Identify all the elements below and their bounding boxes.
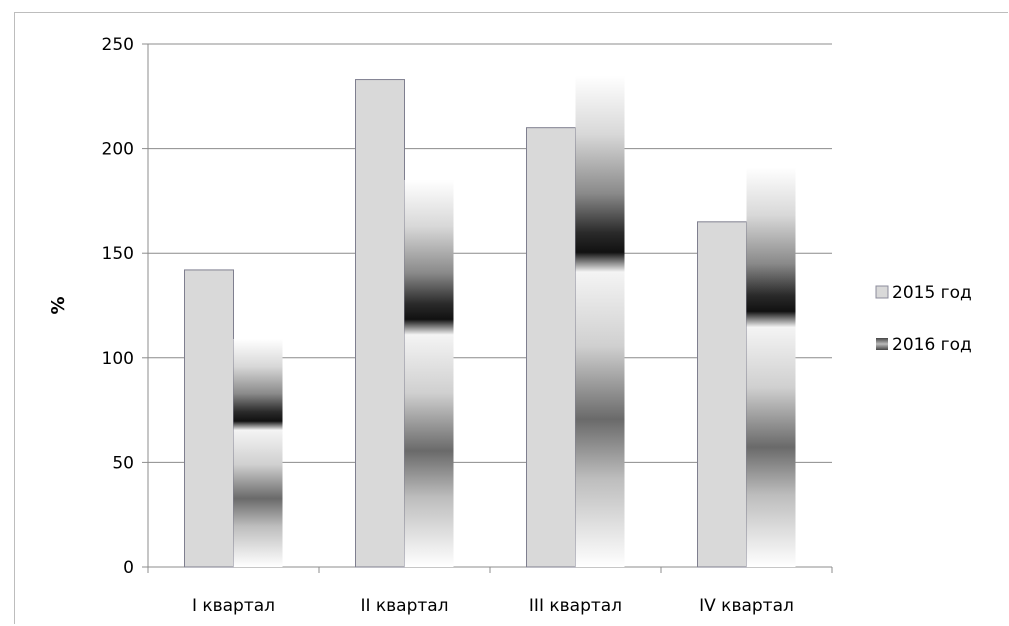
y-tick-label: 250 [102,35,134,55]
chart-frame [14,12,1008,624]
y-tick-label: 50 [112,453,134,473]
tick-labels: 0 50 100 150 200 250 I квартал II квартал III кв… [102,35,794,616]
y-tick-label: 100 [102,349,134,369]
bar-2016 [233,338,283,567]
x-tick-label: II квартал [360,596,448,616]
x-tick-label: I квартал [192,596,275,616]
bar-2015 [526,127,576,568]
y-tick-label: 200 [102,140,134,160]
bar-2015 [697,221,747,568]
bar-2015 [184,269,234,568]
x-tick-label: III квартал [529,596,622,616]
legend-swatch-2016 [876,338,888,350]
legend-label: 2016 год [892,335,972,355]
bars [184,75,796,568]
y-tick-label: 150 [102,244,134,264]
legend: 2015 год 2016 год [875,283,972,355]
x-tick-label: IV квартал [699,596,794,616]
y-tick-label: 0 [123,558,134,578]
legend-swatch-2015 [875,285,889,299]
bar-2016 [404,179,454,568]
bar-2015 [355,79,405,568]
bar-2016 [746,167,796,568]
bar-2016 [575,75,625,567]
y-axis-title: % [48,296,69,314]
legend-label: 2015 год [892,283,972,303]
